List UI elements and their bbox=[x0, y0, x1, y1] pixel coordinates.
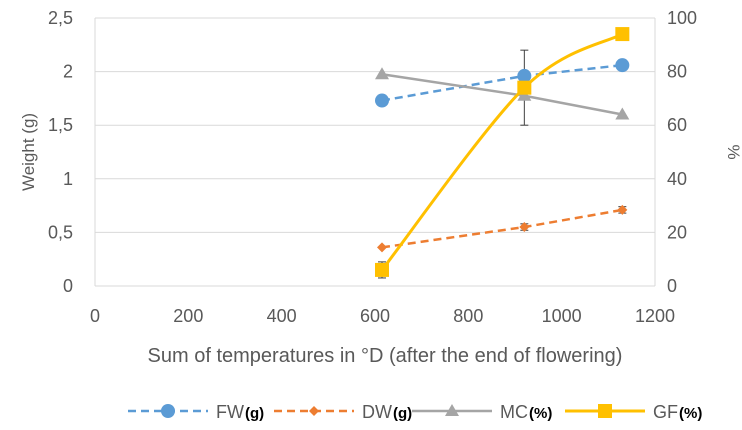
series-line-fw bbox=[381, 63, 623, 102]
data-point-fw bbox=[375, 93, 389, 108]
legend-unit-dw: (g) bbox=[393, 405, 412, 422]
data-point-fw bbox=[517, 68, 532, 83]
data-point-gf bbox=[375, 262, 389, 277]
legend-marker-fw bbox=[161, 404, 175, 418]
y2-axis-title: % bbox=[724, 144, 742, 159]
x-axis-title: Sum of temperatures in °D (after the end… bbox=[148, 345, 623, 367]
data-point-gf bbox=[615, 27, 630, 42]
data-point-mc bbox=[375, 67, 389, 80]
x-tick-label: 1000 bbox=[542, 306, 582, 326]
y2-tick-label: 40 bbox=[667, 169, 687, 189]
legend-unit-mc: (%) bbox=[529, 405, 552, 422]
legend-label-gf: GF bbox=[653, 402, 678, 422]
y2-axis-ticks: 0 20 40 60 80 100 bbox=[667, 8, 697, 296]
x-tick-label: 800 bbox=[453, 306, 483, 326]
x-axis-ticks: 0 200 400 600 800 1000 1200 bbox=[90, 306, 675, 326]
series-layer bbox=[380, 32, 624, 271]
y-tick-label: 0,5 bbox=[48, 222, 73, 242]
y2-tick-label: 100 bbox=[667, 8, 697, 28]
y2-tick-label: 20 bbox=[667, 222, 687, 242]
legend-marker-mc bbox=[445, 404, 459, 416]
legend-label-mc: MC bbox=[500, 402, 528, 422]
x-tick-label: 400 bbox=[267, 306, 297, 326]
data-point-mc bbox=[615, 107, 630, 120]
y-tick-label: 0 bbox=[63, 276, 73, 296]
x-tick-label: 600 bbox=[360, 306, 390, 326]
data-point-dw bbox=[377, 242, 387, 253]
legend-unit-fw: (g) bbox=[245, 405, 264, 422]
y-tick-label: 2,5 bbox=[48, 8, 73, 28]
y2-tick-label: 80 bbox=[667, 62, 687, 82]
y-tick-label: 1 bbox=[63, 169, 73, 189]
data-point-dw bbox=[519, 222, 530, 233]
data-point-fw bbox=[615, 58, 630, 73]
legend: FW (g) DW (g) MC (%) GF (%) bbox=[128, 402, 702, 422]
y-axis-title: Weight (g) bbox=[19, 113, 38, 191]
x-tick-label: 1200 bbox=[635, 306, 675, 326]
markers-layer bbox=[375, 27, 630, 277]
data-point-mc bbox=[517, 88, 532, 101]
gridlines bbox=[95, 17, 655, 233]
y2-tick-label: 60 bbox=[667, 115, 687, 135]
series-line-gf bbox=[380, 32, 624, 271]
x-tick-label: 200 bbox=[173, 306, 203, 326]
axes bbox=[94, 18, 656, 287]
y-axis-ticks: 0 0,5 1 1,5 2 2,5 bbox=[48, 8, 73, 296]
legend-unit-gf: (%) bbox=[679, 405, 702, 422]
data-point-dw bbox=[617, 204, 628, 215]
legend-label-fw: FW bbox=[216, 402, 244, 422]
y-tick-label: 1,5 bbox=[48, 115, 73, 135]
legend-marker-dw bbox=[309, 406, 319, 416]
x-tick-label: 0 bbox=[90, 306, 100, 326]
data-point-gf bbox=[517, 80, 532, 95]
legend-marker-gf bbox=[598, 404, 612, 418]
y2-tick-label: 0 bbox=[667, 276, 677, 296]
legend-label-dw: DW bbox=[362, 402, 392, 422]
series-line-dw bbox=[381, 208, 623, 249]
y-tick-label: 2 bbox=[63, 62, 73, 82]
